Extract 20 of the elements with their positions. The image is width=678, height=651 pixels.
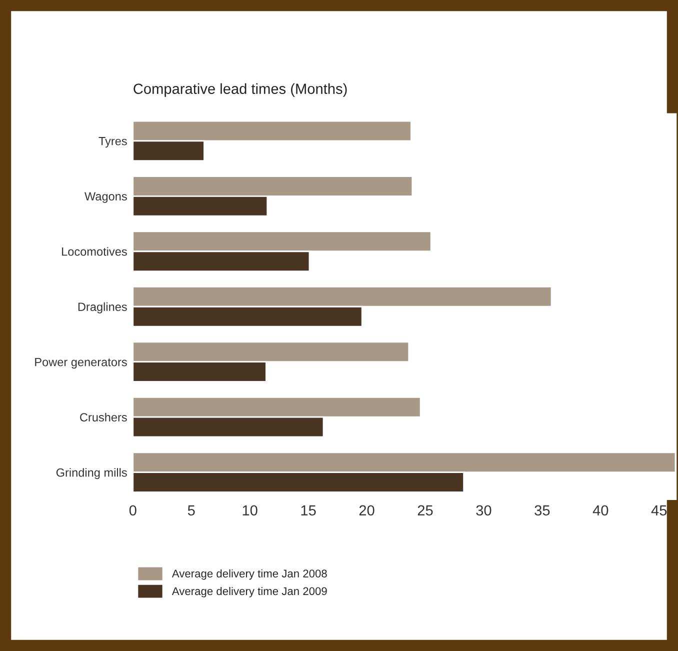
chart-title: Comparative lead times (Months) [134, 83, 347, 97]
legend-label: Average delivery time Jan 2008 [172, 569, 327, 580]
x-tick-label: 35 [534, 505, 550, 516]
x-tick-label: 5 [188, 505, 195, 516]
x-tick-label: 25 [418, 505, 433, 516]
x-tick-label: 20 [359, 505, 374, 516]
x-tick-label: 45 [651, 505, 667, 516]
y-tick-label: Power generators [35, 358, 127, 369]
y-tick-label: Wagons [84, 192, 127, 203]
x-tick-label: 40 [592, 505, 608, 516]
x-tick-label: 30 [476, 505, 492, 516]
x-tick-label: 0 [129, 505, 136, 516]
y-tick-label: Grinding mills [56, 468, 127, 480]
y-tick-label: Crushers [80, 412, 127, 422]
y-tick-label: Locomotives [62, 247, 127, 256]
legend-label: Average delivery time Jan 2009 [172, 586, 327, 598]
x-tick-label: 15 [301, 505, 316, 516]
x-tick-label: 10 [242, 505, 258, 516]
y-tick-label: Tyres [98, 137, 127, 148]
y-tick-label: Draglines [78, 302, 127, 314]
